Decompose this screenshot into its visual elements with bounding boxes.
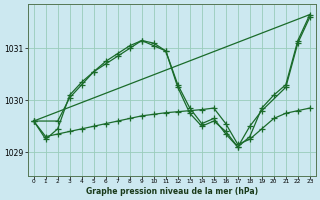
X-axis label: Graphe pression niveau de la mer (hPa): Graphe pression niveau de la mer (hPa) (86, 187, 258, 196)
